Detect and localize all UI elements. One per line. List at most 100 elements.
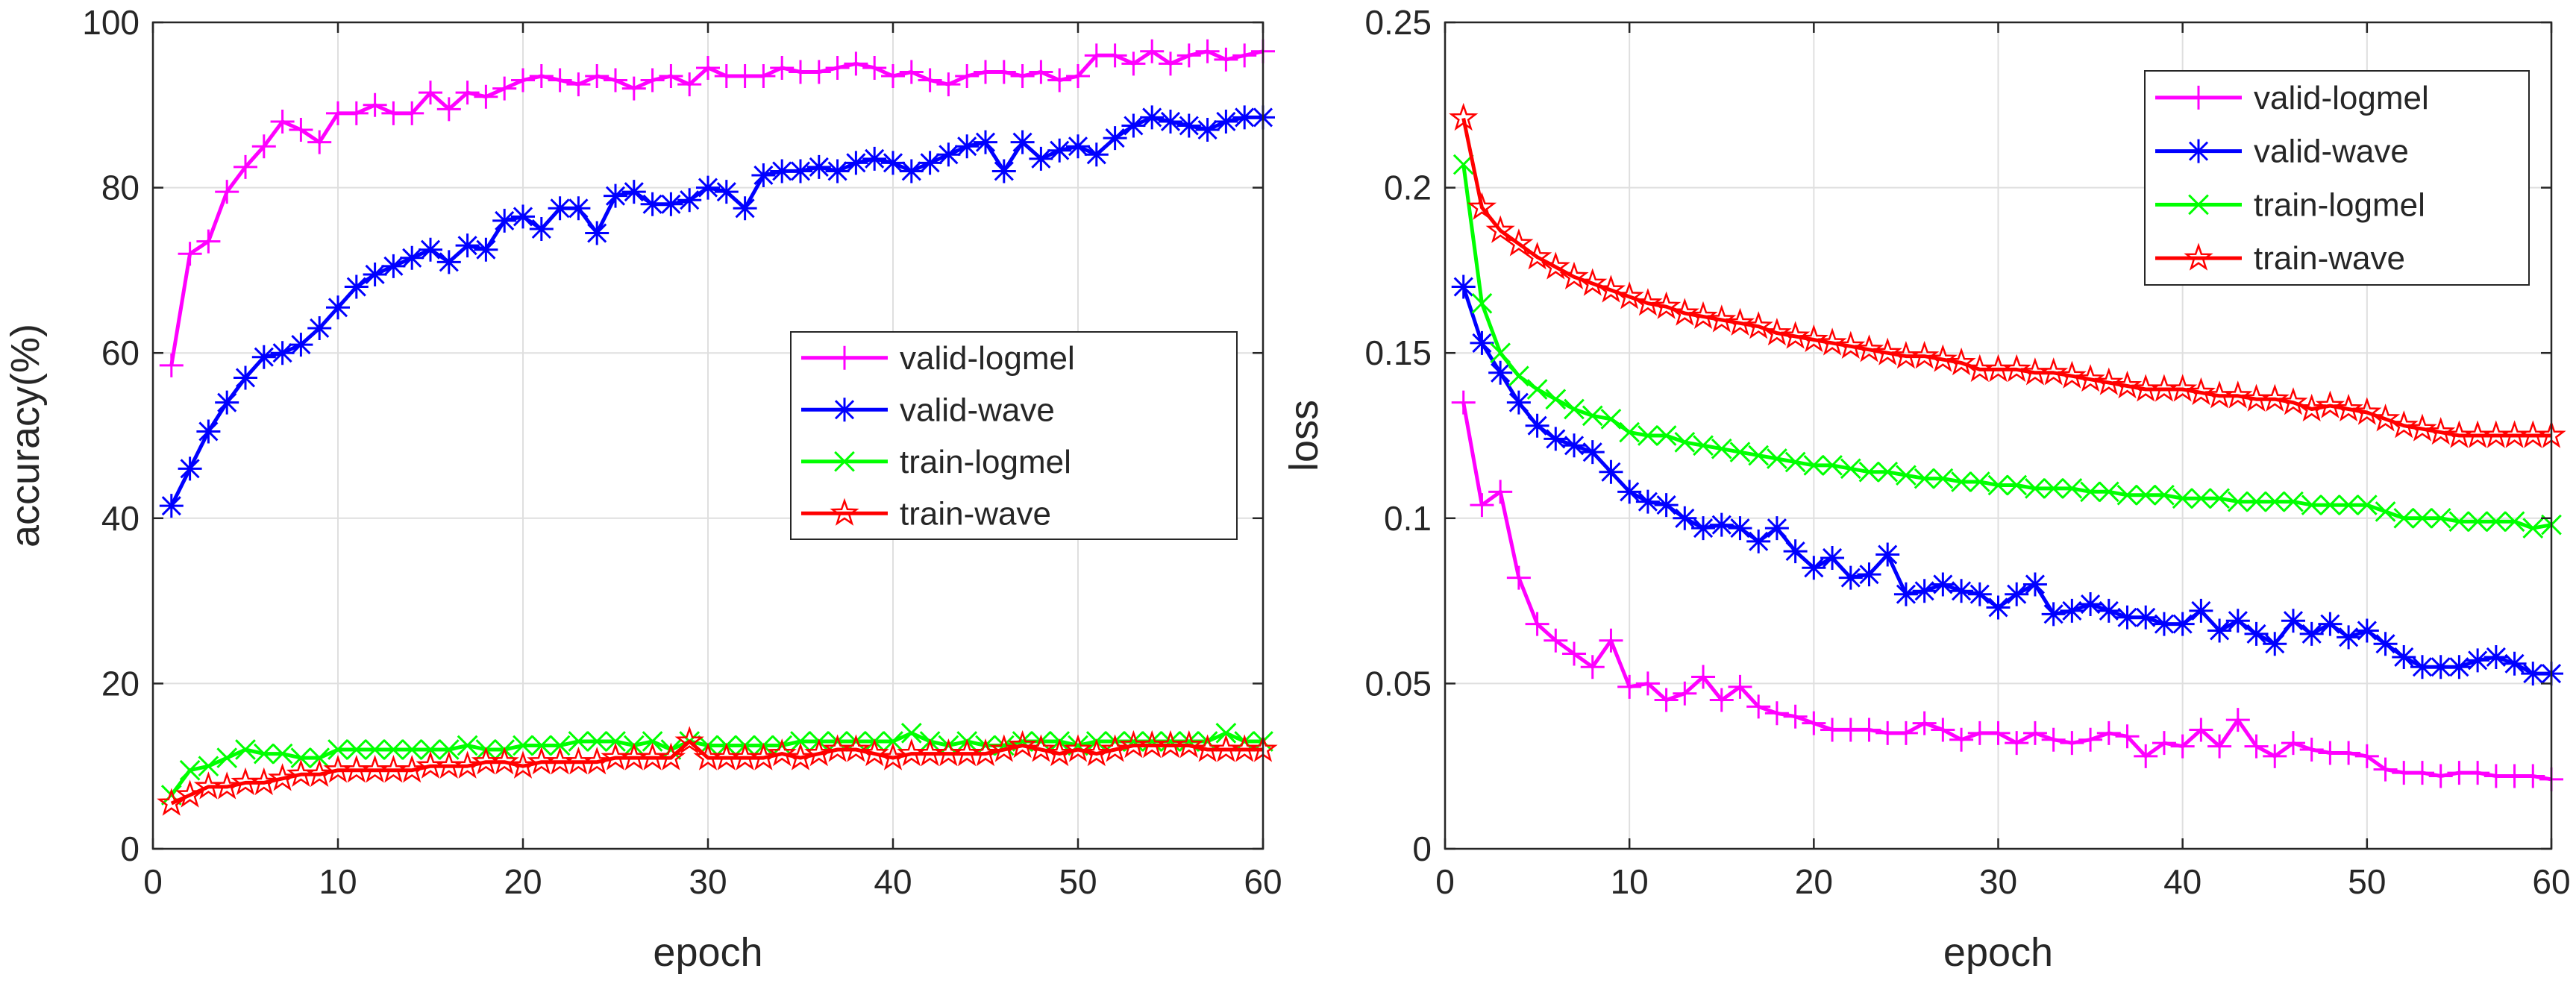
loss-chart-series-valid-logmel-point [1783, 704, 1808, 729]
accuracy-chart-series-valid-logmel-point [844, 51, 868, 76]
loss-chart-series-valid-wave-point [1838, 565, 1863, 590]
loss-chart-series-train-logmel-point [1729, 442, 1751, 463]
accuracy-chart-series-valid-logmel-point [585, 64, 609, 89]
accuracy-chart-x-tick-label: 40 [874, 862, 912, 901]
loss-chart-series-train-logmel-point [2356, 495, 2378, 515]
loss-chart-series-train-logmel-line [1461, 164, 2552, 530]
accuracy-chart-series-valid-wave-point [585, 221, 609, 245]
accuracy-chart-series-train-logmel-point [790, 731, 811, 752]
loss-chart-series-train-wave-point [2297, 393, 2327, 422]
accuracy-chart-series-valid-logmel-point [1121, 51, 1146, 76]
loss-chart-series-train-wave-point [1873, 337, 1902, 365]
loss-chart-series-train-logmel-point [2043, 478, 2064, 499]
accuracy-chart-series-valid-logmel-point [419, 81, 442, 105]
accuracy-chart-series-valid-wave-point [344, 274, 369, 299]
loss-chart-series-valid-logmel-point [2022, 721, 2047, 745]
loss-chart-series-valid-wave-point [2521, 662, 2545, 686]
loss-chart-series-valid-logmel-point [2428, 764, 2453, 788]
loss-chart-series-train-logmel-point [2430, 507, 2451, 529]
accuracy-chart-series-train-wave-point [397, 755, 427, 783]
loss-chart-y-tick-label: 0 [1412, 829, 1432, 868]
loss-chart-series-valid-wave-point [1875, 542, 1900, 567]
accuracy-chart-series-valid-logmel-point [640, 68, 665, 92]
loss-chart-series-valid-logmel-point [2078, 727, 2103, 752]
accuracy-chart-series-train-logmel-point [1160, 731, 1181, 752]
accuracy-chart-series-train-logmel-point [420, 739, 441, 760]
accuracy-chart-series-valid-wave-point [1195, 118, 1220, 142]
accuracy-chart-series-valid-wave-point [918, 151, 942, 175]
accuracy-chart-series-train-wave-point [656, 742, 686, 770]
loss-chart-y-tick-label: 0.2 [1384, 169, 1432, 207]
loss-chart-series-valid-wave-point [2060, 598, 2084, 623]
loss-chart-series-train-wave-point [1946, 347, 1976, 376]
accuracy-chart-legend-entry-train-wave-marker [830, 497, 859, 526]
loss-chart-series-valid-logmel-point [1488, 480, 1513, 504]
loss-chart-legend-box [2144, 70, 2530, 286]
loss-chart-series-valid-logmel-point [2263, 744, 2287, 768]
loss-chart-series-valid-logmel-point [1728, 674, 1752, 699]
loss-chart-series-train-wave-point [1817, 327, 1847, 356]
accuracy-chart-series-valid-logmel-point [862, 55, 887, 80]
accuracy-chart-series-train-wave-point [249, 767, 279, 796]
accuracy-chart-series-train-wave-point [767, 738, 797, 767]
loss-chart-series-train-logmel-point [2283, 491, 2304, 512]
loss-chart-series-valid-logmel-point [2466, 761, 2490, 785]
loss-chart-series-valid-logmel-point [1746, 694, 1771, 719]
accuracy-chart-series-train-wave-point [859, 738, 889, 767]
accuracy-chart-series-train-logmel-point [530, 735, 552, 756]
loss-chart-series-valid-wave-point [1802, 556, 1826, 580]
accuracy-chart-series-valid-logmel-point [474, 84, 498, 109]
accuracy-chart-series-valid-wave-point [1176, 113, 1201, 138]
loss-chart-series-valid-wave-point [2483, 644, 2508, 669]
loss-chart-series-train-logmel-point [2301, 495, 2322, 515]
accuracy-chart-series-train-logmel-point [198, 756, 219, 777]
loss-chart-series-train-wave-point [1762, 317, 1792, 346]
accuracy-chart-y-tick-label: 0 [120, 829, 140, 868]
accuracy-chart-series-valid-wave-point [215, 390, 239, 415]
loss-chart-series-train-logmel-point [2025, 478, 2046, 499]
loss-chart-series-train-logmel-point [2080, 481, 2101, 503]
loss-chart-legend-entry-train-wave-marker [2184, 242, 2213, 271]
loss-chart-series-valid-logmel-point [1506, 565, 1531, 590]
loss-chart-legend-entry-train-wave: train-wave [2155, 240, 2405, 277]
loss-chart-series-train-logmel-point [2448, 511, 2470, 533]
loss-chart-series-valid-logmel-point [2337, 741, 2361, 765]
accuracy-chart: 0 10 20 30 40 50 60 0 20 40 60 80 100 epoch accuracy(%… [3, 3, 1282, 975]
accuracy-chart-series-train-wave-point [489, 747, 519, 775]
accuracy-chart-series-train-wave-point [878, 742, 908, 770]
loss-chart-series-valid-logmel-point [1931, 718, 1955, 742]
accuracy-chart-series-train-logmel-point [605, 731, 626, 752]
accuracy-chart-series-valid-wave-point [234, 365, 257, 390]
accuracy-chart-x-tick-label: 30 [689, 862, 727, 901]
loss-chart-series-train-logmel-point [1674, 432, 1696, 453]
accuracy-chart-series-valid-wave-point [1084, 142, 1109, 167]
loss-chart-legend-entry-valid-wave-marker [2187, 139, 2210, 163]
accuracy-chart-series-train-logmel-point [568, 731, 589, 752]
loss-chart-series-valid-logmel-point [1525, 612, 1549, 636]
accuracy-chart-series-valid-logmel-point [1103, 43, 1127, 68]
loss-chart-series-train-logmel-point [1508, 365, 1529, 387]
loss-chart-series-valid-wave-point [1488, 360, 1513, 385]
accuracy-chart-series-valid-logmel-point [1140, 39, 1165, 63]
accuracy-chart-series-train-logmel-point [845, 731, 867, 752]
accuracy-chart-series-train-logmel-point [438, 739, 460, 760]
loss-chart-series-train-wave-point [1633, 288, 1663, 316]
accuracy-chart-series-valid-wave-point [492, 208, 517, 233]
accuracy-chart-legend-entry-valid-logmel: valid-logmel [801, 340, 1075, 377]
loss-chart-legend-entry-valid-logmel: valid-logmel [2155, 80, 2429, 116]
loss-chart-series-train-logmel-point [1545, 389, 1567, 410]
loss-chart-series-valid-logmel-point [1544, 628, 1568, 653]
loss-chart-series-valid-logmel-point [1617, 674, 1642, 699]
accuracy-chart-y-tick-label: 20 [101, 664, 140, 703]
loss-chart-series-valid-logmel-point [2060, 731, 2084, 756]
accuracy-chart-series-valid-wave-point [1029, 146, 1053, 171]
loss-chart-series-valid-wave-point [1746, 529, 1771, 553]
accuracy-chart-series-valid-logmel-point [955, 64, 980, 89]
accuracy-chart-series-valid-wave-point [270, 341, 295, 365]
loss-chart-series-valid-wave-point [2244, 621, 2269, 646]
loss-chart-series-train-logmel-point [2375, 501, 2396, 522]
accuracy-chart-series-valid-wave-point [419, 237, 442, 262]
loss-chart-series-valid-wave-point [2225, 609, 2250, 633]
